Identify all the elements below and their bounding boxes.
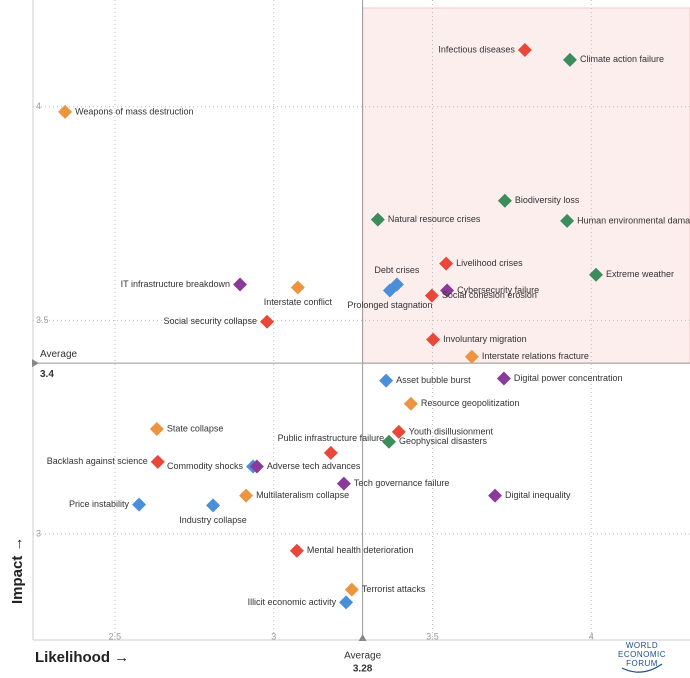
x-axis-title: Likelihood → [35, 649, 129, 666]
risk-label: Resource geopolitization [421, 398, 520, 408]
logo-arc [621, 663, 663, 673]
risk-marker [239, 488, 254, 503]
risk-marker [344, 582, 359, 597]
risk-marker [488, 488, 503, 503]
risk-marker [149, 421, 164, 436]
risk-label: Illicit economic activity [248, 597, 337, 607]
y-average-marker [32, 359, 39, 368]
risk-label: Infectious diseases [438, 44, 515, 54]
risk-label: Asset bubble burst [396, 375, 471, 385]
risk-marker [132, 497, 147, 512]
y-tick-label: 3.5 [36, 315, 49, 325]
risk-marker [260, 314, 275, 329]
risk-label: Digital power concentration [514, 373, 623, 383]
logo-text: ECONOMIC [618, 650, 666, 659]
risk-label: Human environmental damage [577, 215, 690, 225]
risk-marker [233, 277, 248, 292]
risk-label: Public infrastructure failure [278, 433, 385, 443]
risk-label: IT infrastructure breakdown [121, 279, 230, 289]
risk-label: Price instability [69, 499, 130, 509]
risk-label: Cybersecurity failure [457, 285, 539, 295]
risk-label: Involuntary migration [443, 334, 527, 344]
logo-text: FORUM [626, 659, 658, 668]
risk-marker [403, 396, 418, 411]
risk-marker [370, 212, 385, 227]
risk-marker [517, 42, 532, 57]
x-tick-label: 4 [589, 631, 594, 641]
y-average-value: 3.4 [40, 369, 54, 380]
risk-marker [589, 267, 604, 282]
risk-marker [289, 543, 304, 558]
risk-label: Social security collapse [163, 316, 257, 326]
x-tick-label: 2.5 [109, 631, 122, 641]
risk-marker [290, 280, 305, 295]
risk-label: Climate action failure [580, 54, 664, 64]
risk-marker [424, 288, 439, 303]
risk-label: Livelihood crises [456, 258, 523, 268]
risk-marker [496, 371, 511, 386]
risk-marker [206, 498, 221, 513]
risk-marker [439, 256, 454, 271]
risk-label: Prolonged stagnation [347, 300, 432, 310]
y-tick-label: 4 [36, 101, 41, 111]
risk-label: Tech governance failure [354, 478, 450, 488]
risk-marker [464, 349, 479, 364]
risk-label: Multilateralism collapse [256, 490, 349, 500]
risk-marker [58, 104, 73, 119]
y-tick-label: 3 [36, 528, 41, 538]
risk-label: Biodiversity loss [515, 195, 580, 205]
risk-marker [426, 332, 441, 347]
risk-marker [560, 213, 575, 228]
y-axis-title: Impact → [9, 536, 26, 604]
x-tick-label: 3.5 [426, 631, 439, 641]
risk-marker [336, 476, 351, 491]
risk-marker [562, 52, 577, 67]
risk-label: Commodity shocks [167, 461, 244, 471]
risk-label: Weapons of mass destruction [75, 106, 193, 116]
risk-marker [391, 424, 406, 439]
risk-marker [150, 454, 165, 469]
y-average-label: Average [40, 349, 78, 360]
risk-label: Industry collapse [179, 515, 247, 525]
risk-marker [497, 193, 512, 208]
x-tick-label: 3 [271, 631, 276, 641]
risk-label: Adverse tech advances [267, 461, 361, 471]
risk-marker [379, 373, 394, 388]
risk-marker [381, 434, 396, 449]
risk-label: Natural resource crises [388, 214, 481, 224]
risk-label: Backlash against science [47, 456, 148, 466]
risk-marker [323, 445, 338, 460]
risk-label: Youth disillusionment [409, 426, 494, 436]
risk-label: Interstate conflict [264, 297, 333, 307]
risk-label: Interstate relations fracture [482, 351, 589, 361]
risk-label: Digital inequality [505, 490, 571, 500]
risk-marker [440, 283, 455, 298]
risk-marker [382, 283, 397, 298]
x-average-label: Average [344, 651, 382, 662]
risk-label: Mental health deterioration [307, 545, 414, 555]
risk-label: State collapse [167, 423, 224, 433]
x-average-value: 3.28 [353, 664, 373, 675]
risk-marker [339, 595, 354, 610]
logo-text: WORLD [626, 641, 658, 650]
plot: 2.5 3 3.5 4 3 3.5 4 Average 3.28 Average 3.4 Infect… [32, 0, 690, 675]
x-average-marker [358, 634, 367, 641]
highlight-quadrant [362, 7, 690, 364]
risk-label: Debt crises [374, 265, 420, 275]
risk-marker [249, 459, 264, 474]
risk-label: Terrorist attacks [362, 584, 426, 594]
risk-label: Social cohesion erosion [442, 290, 537, 300]
risk-label: Extreme weather [606, 269, 674, 279]
risk-label: Geophysical disasters [399, 436, 488, 446]
